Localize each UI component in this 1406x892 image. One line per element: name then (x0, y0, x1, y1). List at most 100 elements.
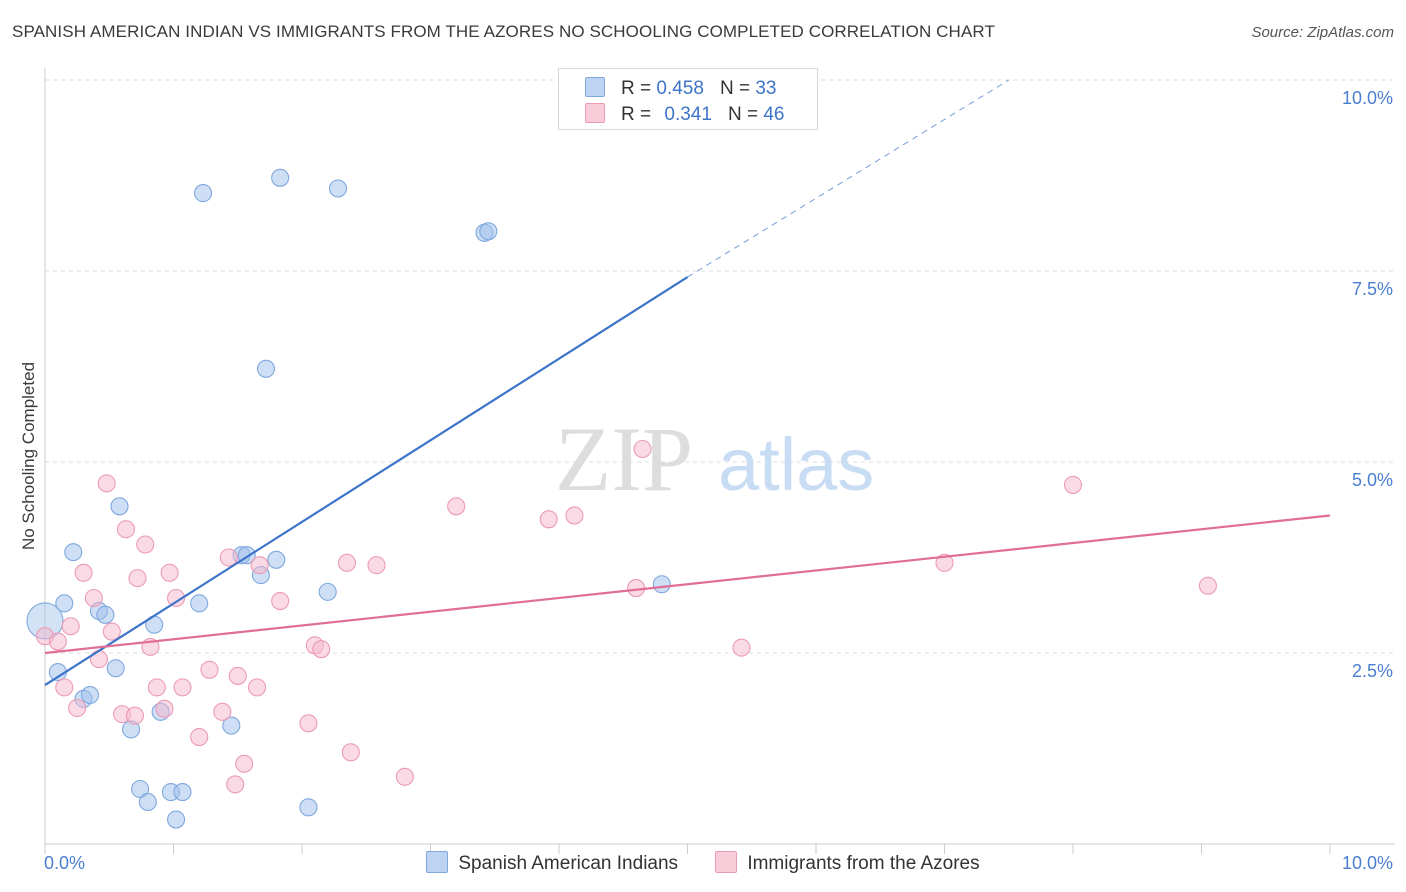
point-azores (395, 767, 414, 786)
legend-swatch-blue (585, 77, 605, 97)
point-azores (200, 660, 219, 679)
point-azores (160, 563, 179, 582)
watermark-atlas: atlas (718, 423, 874, 506)
trend-line-spanish-american-indians (44, 276, 689, 687)
point-azores (539, 510, 558, 529)
legend-r-label: R = (621, 78, 652, 99)
legend-swatch-blue (426, 851, 449, 873)
point-azores (935, 553, 954, 572)
legend-n-value: 33 (755, 78, 777, 99)
point-azores (235, 754, 254, 773)
point-spanish-american-indians (271, 168, 290, 187)
point-azores (219, 548, 238, 567)
point-spanish-american-indians (190, 594, 209, 613)
trend-line-extension (687, 79, 1010, 278)
point-azores (299, 714, 318, 733)
point-azores (633, 439, 652, 459)
point-azores (1063, 475, 1083, 494)
y-tick-label-5: 5.0% (1352, 470, 1393, 490)
point-spanish-american-indians (256, 359, 276, 378)
point-spanish-american-indians (652, 575, 671, 594)
point-spanish-american-indians (318, 582, 337, 601)
point-azores (271, 591, 290, 611)
point-spanish-american-indians (80, 685, 100, 705)
point-azores (173, 678, 192, 697)
point-azores (337, 553, 357, 572)
series-legend-label: Immigrants from the Azores (747, 853, 980, 874)
legend-n-value: 46 (763, 104, 785, 125)
point-spanish-american-indians (138, 792, 157, 812)
point-azores (68, 698, 87, 718)
point-azores (84, 588, 103, 608)
point-spanish-american-indians (194, 184, 213, 203)
point-azores (147, 678, 166, 697)
point-spanish-american-indians (299, 798, 318, 817)
data-points (26, 168, 1217, 829)
series-legend-label: Spanish American Indians (458, 853, 679, 874)
legend-row-azores: R = 0.341 N = 46 (585, 103, 784, 127)
point-spanish-american-indians (328, 179, 348, 198)
point-azores (228, 666, 247, 685)
legend-r-value: 0.341 (664, 104, 712, 125)
legend-row-spanish-american-indians: R = 0.458 N = 33 (585, 77, 776, 101)
legend-swatch-pink (715, 851, 738, 873)
point-azores (367, 556, 386, 575)
legend-n-label: N = (719, 78, 751, 99)
chart-title: SPANISH AMERICAN INDIAN VS IMMIGRANTS FR… (12, 22, 995, 41)
point-spanish-american-indians (110, 497, 129, 516)
point-azores (190, 727, 209, 747)
y-tick-label-2.5: 2.5% (1352, 661, 1393, 681)
point-azores (74, 563, 93, 582)
point-azores (89, 650, 109, 669)
point-azores (61, 617, 80, 636)
point-spanish-american-indians (222, 716, 241, 735)
point-azores (213, 702, 232, 721)
point-azores (97, 474, 116, 493)
point-spanish-american-indians (173, 782, 192, 802)
point-azores (447, 497, 466, 516)
grid-lines (45, 79, 1395, 654)
point-azores (48, 632, 67, 651)
point-azores (102, 622, 121, 641)
series-legend: Spanish American Indians Immigrants from… (0, 851, 1406, 875)
y-tick-label-7.5: 7.5% (1352, 279, 1393, 299)
point-azores (565, 506, 584, 525)
point-azores (247, 678, 267, 697)
point-azores (136, 535, 155, 554)
point-spanish-american-indians (55, 594, 74, 613)
series-legend-item-spanish-american-indians[interactable]: Spanish American Indians (426, 851, 678, 875)
x-tick-label-10: 10.0% (1342, 853, 1393, 873)
point-spanish-american-indians (167, 810, 186, 829)
point-azores (128, 569, 147, 588)
trend-line-azores (44, 514, 1331, 655)
source-label: Source: ZipAtlas.com (1251, 24, 1394, 41)
y-axis-label: No Schooling Completed (19, 362, 38, 550)
point-azores (116, 520, 136, 539)
point-azores (312, 640, 331, 659)
legend-r-value: 0.458 (656, 78, 704, 99)
point-azores (167, 588, 186, 608)
watermark-zip: ZIP (555, 408, 693, 510)
legend-swatch-pink (585, 103, 605, 123)
point-spanish-american-indians (267, 550, 286, 569)
point-spanish-american-indians (64, 543, 83, 562)
legend-n-label: N = (727, 104, 759, 125)
y-tick-label-10: 10.0% (1342, 88, 1393, 108)
correlation-legend: R = 0.458 N = 33 R = 0.341 N = 46 (558, 68, 818, 130)
point-spanish-american-indians (106, 659, 125, 678)
trend-lines (44, 79, 1331, 687)
point-spanish-american-indians (96, 605, 115, 624)
x-tick-label-0: 0.0% (44, 853, 85, 873)
point-azores (732, 638, 751, 657)
point-azores (226, 775, 245, 794)
point-azores (341, 743, 360, 762)
axes (44, 68, 1395, 854)
point-spanish-american-indians (479, 222, 498, 241)
point-azores (155, 699, 174, 718)
point-azores (125, 706, 144, 725)
series-legend-item-azores[interactable]: Immigrants from the Azores (715, 851, 980, 875)
point-azores (55, 678, 74, 697)
point-azores (1198, 576, 1217, 595)
watermark: ZIP atlas (555, 408, 874, 510)
